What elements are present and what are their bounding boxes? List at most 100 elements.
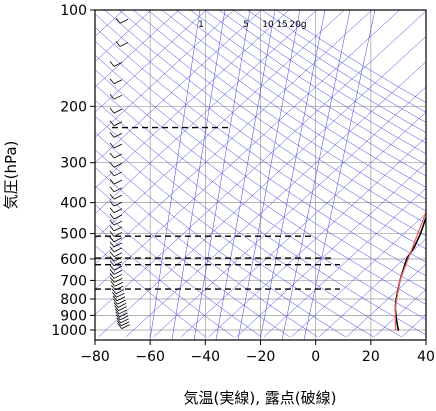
y-tick-label-3: 400 xyxy=(60,196,87,212)
isotherm-line-9 xyxy=(95,10,262,164)
isotherm-line-16 xyxy=(98,35,426,337)
x-axis-ticks: −80 −60 −40 −20 0 20 40 xyxy=(80,340,435,365)
dry-adiabat-line-18 xyxy=(147,10,426,200)
mixing-ratio-label-1: 5 xyxy=(243,20,249,30)
dewpoint-dashed-lines xyxy=(95,126,340,290)
x-tick-label-2: −40 xyxy=(191,349,221,365)
mixing-ratio-label-2: 10 xyxy=(262,20,274,30)
wind-barb-6 xyxy=(109,120,123,127)
series-point-temperature-5 xyxy=(405,258,408,260)
x-axis-title: 気温(実線), 露点(破線) xyxy=(184,389,337,407)
wind-barb-44 xyxy=(117,323,130,329)
series-point-virtual-temperature-3 xyxy=(416,232,419,235)
wind-barb-41 xyxy=(115,314,129,321)
mixing-ratio-line-7 xyxy=(303,10,376,340)
dry-adiabat-line-23 xyxy=(218,10,426,144)
dry-adiabat-line-21 xyxy=(190,10,426,166)
y-tick-label-1: 200 xyxy=(60,99,87,115)
isotherm-line-26 xyxy=(374,289,426,337)
mixing-ratio-line-0 xyxy=(149,10,201,340)
wind-barb-30 xyxy=(109,277,123,283)
isotherm-line-17 xyxy=(125,61,426,337)
wind-barb-35 xyxy=(112,295,126,302)
isotherm-line-21 xyxy=(236,162,426,337)
mixing-ratio-label-0: 1 xyxy=(198,20,204,30)
wind-barbs xyxy=(109,17,130,329)
series-point-virtual-temperature-2 xyxy=(399,279,401,282)
wind-barb-12 xyxy=(109,178,123,185)
y-tick-label-9: 1000 xyxy=(51,323,87,339)
y-axis-title: 気圧(hPa) xyxy=(2,141,20,210)
dry-adiabat-line-6 xyxy=(95,132,374,338)
series-point-temperature-6 xyxy=(413,246,416,248)
wind-barb-18 xyxy=(109,219,123,226)
isotherm-line-7 xyxy=(95,10,207,113)
isotherm-line-19 xyxy=(181,111,426,337)
mixing-ratio-line-1 xyxy=(171,10,226,340)
dry-adiabat-line-4 xyxy=(95,166,318,338)
y-tick-label-8: 900 xyxy=(60,308,87,324)
wind-barb-38 xyxy=(114,305,127,312)
wind-barb-9 xyxy=(109,152,123,159)
dry-adiabat-line-15 xyxy=(104,10,426,237)
wind-barb-17 xyxy=(109,213,123,220)
series-point-virtual-temperature-4 xyxy=(429,202,431,204)
wind-barb-32 xyxy=(111,284,124,291)
y-tick-label-4: 500 xyxy=(60,227,87,243)
wind-barb-31 xyxy=(110,281,123,287)
x-tick-label-1: −60 xyxy=(135,349,165,365)
mixing-ratio-labels: 1 5 10 15 20g xyxy=(198,20,306,30)
series-point-virtual-temperature-1 xyxy=(394,306,397,309)
wind-barb-13 xyxy=(109,186,123,193)
dry-adiabat-line-7 xyxy=(95,115,402,338)
x-tick-label-3: −20 xyxy=(246,349,276,365)
wind-barb-7 xyxy=(109,132,123,138)
isotherm-line-10 xyxy=(95,10,290,189)
isotherm-line-20 xyxy=(208,137,426,337)
wind-barb-21 xyxy=(109,236,123,243)
mixing-ratio-line-3 xyxy=(215,10,276,340)
y-tick-label-5: 600 xyxy=(60,252,87,268)
wind-barb-37 xyxy=(113,302,127,308)
wind-barb-11 xyxy=(109,170,123,177)
wind-barb-10 xyxy=(109,161,123,168)
wind-barb-34 xyxy=(112,291,125,298)
isotherm-line-23 xyxy=(291,213,426,337)
dry-adiabat-line-3 xyxy=(95,185,290,338)
wind-barb-4 xyxy=(109,93,123,100)
isotherm-line-6 xyxy=(95,10,180,88)
dry-adiabat-line-5 xyxy=(95,149,346,338)
dry-adiabat-line-22 xyxy=(204,10,426,155)
x-tick-label-6: 40 xyxy=(417,349,435,365)
wind-barb-20 xyxy=(109,231,123,237)
series-line-virtual-temperature xyxy=(394,210,426,331)
dry-adiabat-line-16 xyxy=(118,10,426,224)
y-tick-label-7: 800 xyxy=(60,292,87,308)
mixing-ratio-line-6 xyxy=(281,10,351,340)
mixing-ratio-line-5 xyxy=(259,10,326,340)
dry-adiabat-line-20 xyxy=(176,10,426,177)
isotherm-line-12 xyxy=(95,10,345,240)
wind-barb-33 xyxy=(111,288,125,295)
isotherm-line-22 xyxy=(263,187,426,337)
wind-barb-3 xyxy=(109,78,123,85)
isotherm-line-15 xyxy=(95,10,426,316)
dry-adiabat-line-9 xyxy=(95,84,426,320)
wind-barb-8 xyxy=(109,142,123,149)
dry-adiabat-line-26 xyxy=(261,10,426,113)
isotherm-line-8 xyxy=(95,10,235,138)
wind-barb-16 xyxy=(109,207,123,214)
dry-adiabat-line-1 xyxy=(95,224,234,338)
mixing-ratio-label-3: 15 xyxy=(276,20,287,30)
dry-adiabat-line-19 xyxy=(161,10,426,188)
mixing-ratio-line-2 xyxy=(193,10,251,340)
wind-barb-25 xyxy=(109,256,123,262)
wind-barb-36 xyxy=(113,298,126,305)
dry-adiabat-line-27 xyxy=(275,10,426,103)
dry-adiabat-line-17 xyxy=(133,10,426,212)
series-point-temperature-0 xyxy=(397,329,400,331)
wind-barb-0 xyxy=(115,17,129,24)
isotherm-line-28 xyxy=(430,10,436,337)
